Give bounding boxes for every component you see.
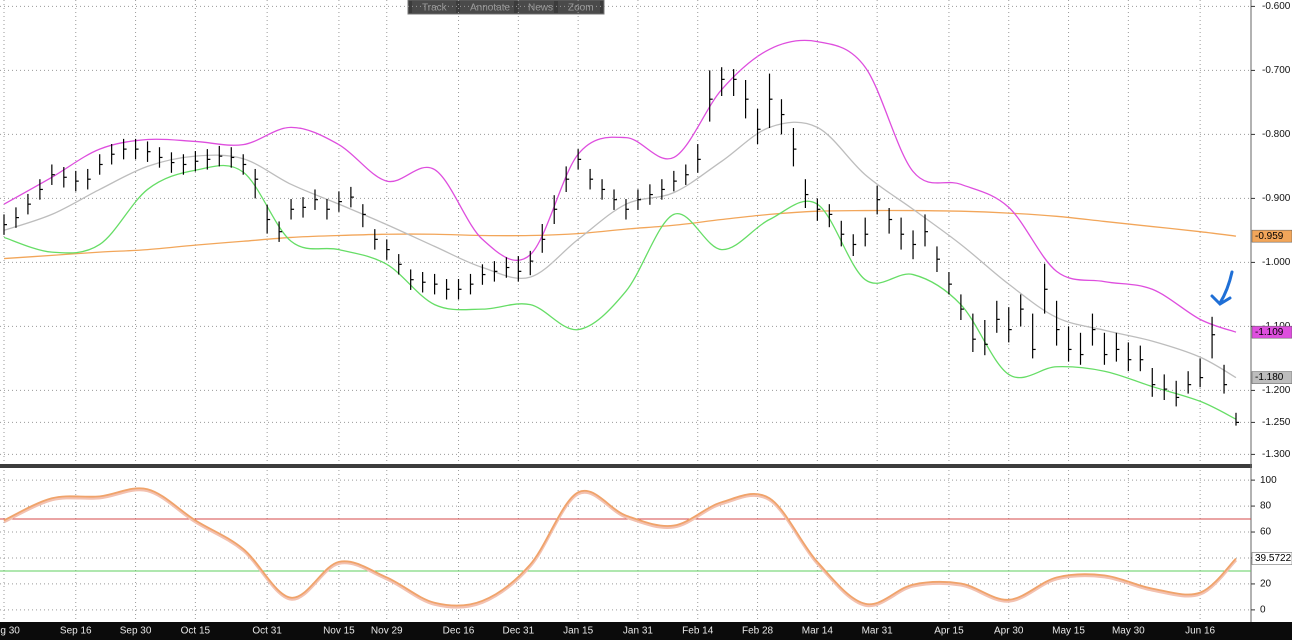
- x-tick-label: Nov 29: [371, 626, 403, 637]
- line: [3, 487, 1237, 607]
- y-tick-label: 80: [1260, 501, 1272, 512]
- x-tick-label: May 30: [1112, 626, 1145, 637]
- x-tick-label: Feb 28: [742, 626, 774, 637]
- marks: [0, 39, 1251, 609]
- line: [3, 164, 1237, 420]
- x-tick-label: Nov 15: [323, 626, 355, 637]
- toolbar-button-label[interactable]: Zoom: [568, 3, 594, 14]
- x-tick-label: Apr 30: [994, 626, 1024, 637]
- x-tick-label: Aug 30: [0, 626, 20, 637]
- value-badge-label: -1.109: [1255, 327, 1284, 338]
- toolbar-button-label[interactable]: Annotate: [470, 3, 510, 14]
- toolbar-button[interactable]: [518, 1, 554, 13]
- toolbar-button-label[interactable]: News: [528, 3, 553, 14]
- y-tick-label: -0.600: [1262, 1, 1291, 12]
- line-shadow: [3, 488, 1238, 609]
- value-badge: [1251, 325, 1292, 339]
- toolbar-button[interactable]: [460, 1, 514, 13]
- x-tick-label: Jun 16: [1185, 626, 1215, 637]
- toolbar: Track Annotate News Zoom: [407, 0, 605, 15]
- y-tick-label: 20: [1260, 579, 1272, 590]
- x-tick-label: Sep 16: [60, 626, 92, 637]
- x-tick-label: Jan 15: [563, 626, 593, 637]
- x-tick-label: Mar 31: [862, 626, 894, 637]
- value-badge-label: 39.5722: [1255, 553, 1292, 564]
- toolbar-button-label[interactable]: Track: [422, 3, 448, 14]
- annotation-arrow: [1210, 270, 1234, 306]
- y-tick-label: 0: [1260, 605, 1266, 616]
- y-tick-label: 60: [1260, 527, 1272, 538]
- x-tick-label: Dec 31: [502, 626, 534, 637]
- x-tick-label: Feb 14: [682, 626, 714, 637]
- line: [3, 209, 1237, 260]
- y-tick-label: -0.900: [1262, 193, 1291, 204]
- y-tick-label: -1.000: [1262, 257, 1291, 268]
- y-tick-label: 100: [1260, 475, 1277, 486]
- line: [3, 39, 1237, 333]
- x-tick-label: Oct 15: [181, 626, 211, 637]
- value-badge-label: -0.959: [1255, 231, 1284, 242]
- x-tick-label: Sep 30: [120, 626, 152, 637]
- date-strip: [0, 622, 1292, 640]
- toolbar-button[interactable]: [412, 1, 456, 13]
- panel-separator: [0, 464, 1252, 468]
- y-tick-label: -1.250: [1262, 417, 1291, 428]
- x-tick-label: Jan 31: [623, 626, 653, 637]
- toolbar-button[interactable]: [558, 1, 600, 13]
- y-tick-label: -0.800: [1262, 129, 1291, 140]
- x-tick-label: Apr 15: [934, 626, 964, 637]
- y-tick-label: -0.700: [1262, 65, 1291, 76]
- x-tick-label: Oct 31: [252, 626, 282, 637]
- x-tick-label: May 15: [1052, 626, 1085, 637]
- value-badge: [1251, 552, 1292, 565]
- value-badge: [1251, 229, 1292, 243]
- value-badge: [1251, 371, 1292, 384]
- value-badge-label: -1.180: [1255, 372, 1284, 383]
- y-tick-label: -1.200: [1262, 385, 1291, 396]
- x-tick-label: Mar 14: [802, 626, 834, 637]
- y-tick-label: -1.300: [1262, 449, 1291, 460]
- x-tick-label: Dec 16: [443, 626, 475, 637]
